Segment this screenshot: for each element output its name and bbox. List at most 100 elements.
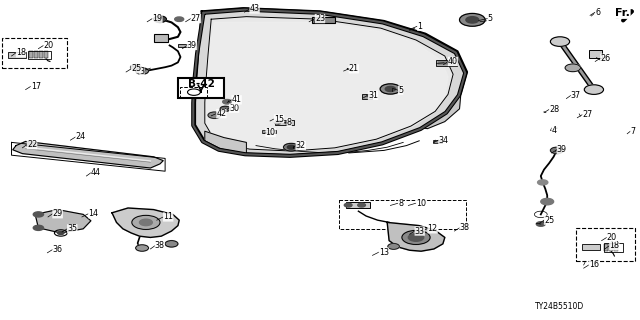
Text: 10: 10 <box>416 199 426 208</box>
Circle shape <box>58 231 64 235</box>
Circle shape <box>538 180 548 185</box>
Text: 34: 34 <box>438 136 449 145</box>
Text: 36: 36 <box>52 245 63 254</box>
Circle shape <box>466 17 479 23</box>
Bar <box>44 51 48 58</box>
Text: 42: 42 <box>216 109 227 118</box>
Circle shape <box>584 85 604 94</box>
Text: 30: 30 <box>229 104 239 113</box>
Circle shape <box>460 13 485 26</box>
Text: 22: 22 <box>27 140 37 149</box>
Circle shape <box>275 121 281 124</box>
Text: 39: 39 <box>557 145 567 154</box>
Text: 38: 38 <box>155 241 165 250</box>
Circle shape <box>136 68 148 74</box>
Polygon shape <box>387 222 445 251</box>
Text: 18: 18 <box>609 241 620 250</box>
Circle shape <box>220 106 230 111</box>
Text: 17: 17 <box>31 82 41 91</box>
Text: 40: 40 <box>448 57 458 66</box>
Polygon shape <box>422 94 461 129</box>
Bar <box>346 202 370 208</box>
Circle shape <box>33 212 44 217</box>
Polygon shape <box>195 8 467 155</box>
Bar <box>614 244 618 251</box>
Circle shape <box>136 245 148 251</box>
Text: 8: 8 <box>287 118 292 127</box>
Text: 20: 20 <box>607 233 617 242</box>
Text: 35: 35 <box>67 224 77 233</box>
Bar <box>8 52 26 58</box>
Text: TY24B5510D: TY24B5510D <box>536 302 584 311</box>
Text: 8: 8 <box>398 199 403 208</box>
Text: 1: 1 <box>417 22 422 31</box>
Text: 15: 15 <box>274 115 284 124</box>
Bar <box>39 51 43 58</box>
Text: 39: 39 <box>187 41 197 50</box>
Polygon shape <box>205 131 246 154</box>
Circle shape <box>140 219 152 226</box>
Circle shape <box>541 198 554 205</box>
Bar <box>433 140 442 143</box>
Bar <box>178 44 188 47</box>
Text: 25: 25 <box>131 64 141 73</box>
Circle shape <box>284 143 299 151</box>
Circle shape <box>33 225 44 230</box>
Text: 12: 12 <box>428 224 438 233</box>
Bar <box>589 50 602 58</box>
Text: 11: 11 <box>163 212 173 221</box>
Text: 26: 26 <box>600 54 611 63</box>
Text: 6: 6 <box>595 8 600 17</box>
Bar <box>604 243 623 252</box>
Bar <box>29 51 33 58</box>
Circle shape <box>344 203 352 207</box>
Bar <box>314 18 325 23</box>
Bar <box>275 120 294 125</box>
Text: 14: 14 <box>88 209 99 218</box>
FancyBboxPatch shape <box>2 38 67 68</box>
Text: 13: 13 <box>379 248 389 257</box>
Polygon shape <box>205 22 448 151</box>
Circle shape <box>358 203 365 207</box>
Text: 5: 5 <box>488 14 493 23</box>
Bar <box>28 51 51 59</box>
Circle shape <box>408 234 424 241</box>
Text: 33: 33 <box>415 227 425 236</box>
Text: 28: 28 <box>549 105 559 114</box>
Polygon shape <box>13 141 163 168</box>
Bar <box>262 130 276 133</box>
Bar <box>362 94 372 99</box>
Circle shape <box>550 37 570 46</box>
Circle shape <box>26 142 35 147</box>
Bar <box>436 60 457 66</box>
Circle shape <box>380 84 401 94</box>
Circle shape <box>285 121 291 124</box>
Circle shape <box>208 112 221 118</box>
Circle shape <box>550 147 563 154</box>
Text: 24: 24 <box>76 132 86 141</box>
Circle shape <box>154 16 166 22</box>
Polygon shape <box>205 17 453 151</box>
Text: 23: 23 <box>315 14 325 23</box>
FancyBboxPatch shape <box>178 78 224 98</box>
Text: 19: 19 <box>152 14 163 23</box>
Polygon shape <box>112 208 179 237</box>
Circle shape <box>165 241 178 247</box>
Text: 4: 4 <box>552 126 557 135</box>
Bar <box>604 244 608 251</box>
Bar <box>34 51 38 58</box>
FancyBboxPatch shape <box>576 228 635 261</box>
Text: B-42: B-42 <box>188 79 214 90</box>
Circle shape <box>223 100 232 104</box>
Circle shape <box>402 230 430 244</box>
Circle shape <box>536 222 545 226</box>
Text: 37: 37 <box>571 91 581 100</box>
Text: 32: 32 <box>296 141 306 150</box>
Text: 41: 41 <box>232 95 242 104</box>
Text: 21: 21 <box>349 64 359 73</box>
Text: 27: 27 <box>191 14 201 23</box>
Text: 31: 31 <box>368 91 378 100</box>
Circle shape <box>385 86 396 92</box>
Text: 20: 20 <box>44 41 54 50</box>
Bar <box>609 244 613 251</box>
